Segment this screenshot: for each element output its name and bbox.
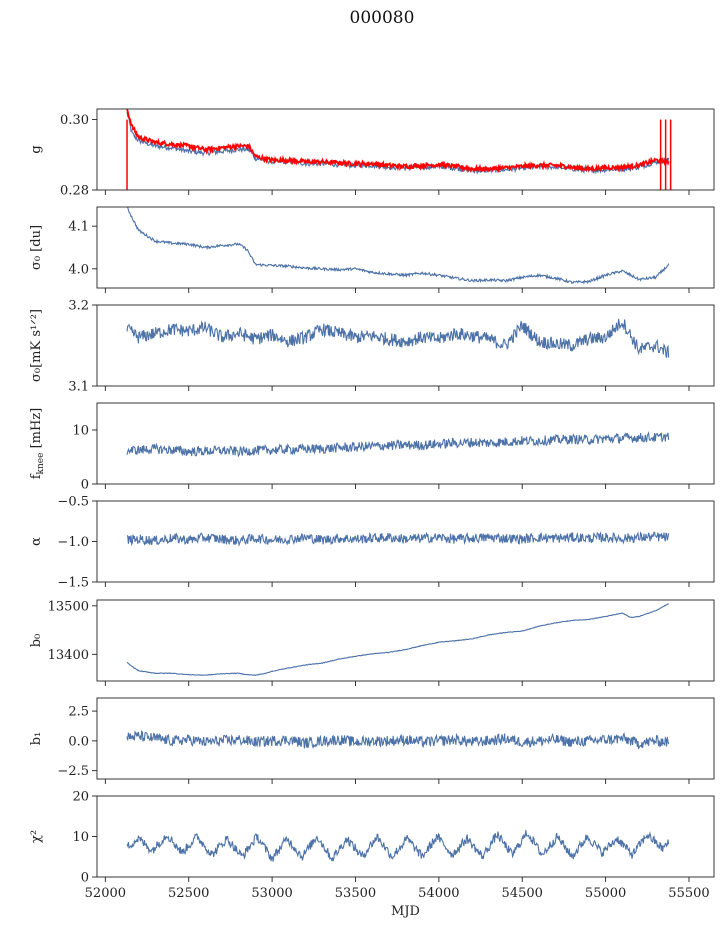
- ytick-label-sigma0_mK-0: 3.1: [68, 380, 89, 395]
- ylabel-sigma0_du: σ₀ [du]: [29, 225, 44, 270]
- ytick-label-g-1: 0.30: [60, 113, 89, 128]
- ytick-label-sigma0_mK-1: 3.2: [68, 299, 89, 314]
- panel-sigma0_du: 4.0 4.1 σ₀ [du]: [29, 206, 715, 293]
- panel-sigma0_mK: 3.1 3.2 σ₀[mK s¹ᐟ²]: [29, 299, 715, 395]
- ytick-label-fknee-1: 10: [72, 424, 89, 439]
- ylabel-chi2: χ²: [29, 830, 44, 843]
- xtick-label-5: 54500: [502, 886, 543, 901]
- xtick-label-6: 55000: [585, 886, 626, 901]
- panel-b1: −2.5 0.0 2.5 b₁: [29, 697, 715, 784]
- ylabel-sigma0_mK: σ₀[mK s¹ᐟ²]: [29, 309, 44, 382]
- series-line-sigma0_du-0: [126, 207, 670, 285]
- ylabel-fknee: fknee [mHz]: [29, 408, 46, 480]
- xtick-label-4: 54000: [418, 886, 459, 901]
- ytick-label-b1-1: 0.0: [68, 734, 89, 749]
- axes-frame-g: [96, 108, 715, 191]
- ylabel-alpha: α: [29, 537, 44, 546]
- panel-alpha: −1.5 −1.0 −0.5 α: [29, 495, 715, 591]
- ytick-label-chi2-2: 20: [72, 790, 89, 805]
- series-line-alpha-0: [127, 531, 670, 547]
- series-line-g-1: [126, 109, 670, 174]
- xtick-label-7: 55500: [668, 886, 709, 901]
- xtick-label-1: 52500: [168, 886, 209, 901]
- axes-frame-b0: [96, 599, 715, 682]
- axes-frame-b1: [96, 697, 715, 780]
- ylabel-b1: b₁: [29, 732, 44, 746]
- panels-group: 0.28 0.30 g 4.0 4.1 σ₀ [du] 3.1 3.2 σ₀[mK s¹ᐟ²] 0…: [29, 108, 715, 919]
- xtick-label-0: 52000: [85, 886, 126, 901]
- ytick-label-alpha-0: −1.5: [57, 576, 89, 591]
- series-line-fknee-0: [126, 431, 670, 458]
- ylabel-g: g: [29, 145, 44, 153]
- series-line-sigma0_mK-0: [126, 318, 670, 358]
- axes-frame-sigma0_du: [96, 206, 715, 289]
- ytick-label-chi2-0: 0: [81, 871, 89, 886]
- ytick-label-alpha-2: −0.5: [57, 495, 89, 510]
- ytick-label-b0-1: 13500: [48, 599, 89, 614]
- series-line-b1-0: [126, 730, 670, 750]
- ylabel-b0: b₀: [29, 634, 44, 648]
- ytick-label-b1-0: −2.5: [57, 764, 89, 779]
- ytick-label-alpha-1: −1.0: [57, 535, 89, 550]
- axes-frame-chi2: [96, 795, 715, 878]
- ytick-label-b0-0: 13400: [48, 648, 89, 663]
- axes-frame-sigma0_mK: [96, 304, 715, 387]
- ytick-label-b1-2: 2.5: [68, 705, 89, 720]
- ytick-label-g-0: 0.28: [60, 184, 89, 199]
- xtick-label-2: 53000: [251, 886, 292, 901]
- xtick-label-3: 53500: [335, 886, 376, 901]
- ytick-label-fknee-0: 0: [81, 478, 89, 493]
- panel-g: 0.28 0.30 g: [29, 108, 715, 199]
- figure-title: 000080: [350, 8, 415, 28]
- ytick-label-sigma0_du-1: 4.1: [68, 220, 89, 235]
- panel-fknee: 0 10 fknee [mHz]: [29, 402, 715, 493]
- panel-b0: 13400 13500 b₀: [29, 599, 715, 686]
- ytick-label-chi2-1: 10: [72, 830, 89, 845]
- panel-chi2: 0 10 20 52000 52500 53000 53500 54000 54500 55000…: [29, 790, 715, 919]
- series-line-chi2-0: [126, 830, 670, 862]
- series-line-b0-0: [126, 603, 669, 677]
- ytick-label-sigma0_du-0: 4.0: [68, 262, 89, 277]
- axes-frame-fknee: [96, 402, 715, 485]
- xlabel: MJD: [391, 904, 420, 919]
